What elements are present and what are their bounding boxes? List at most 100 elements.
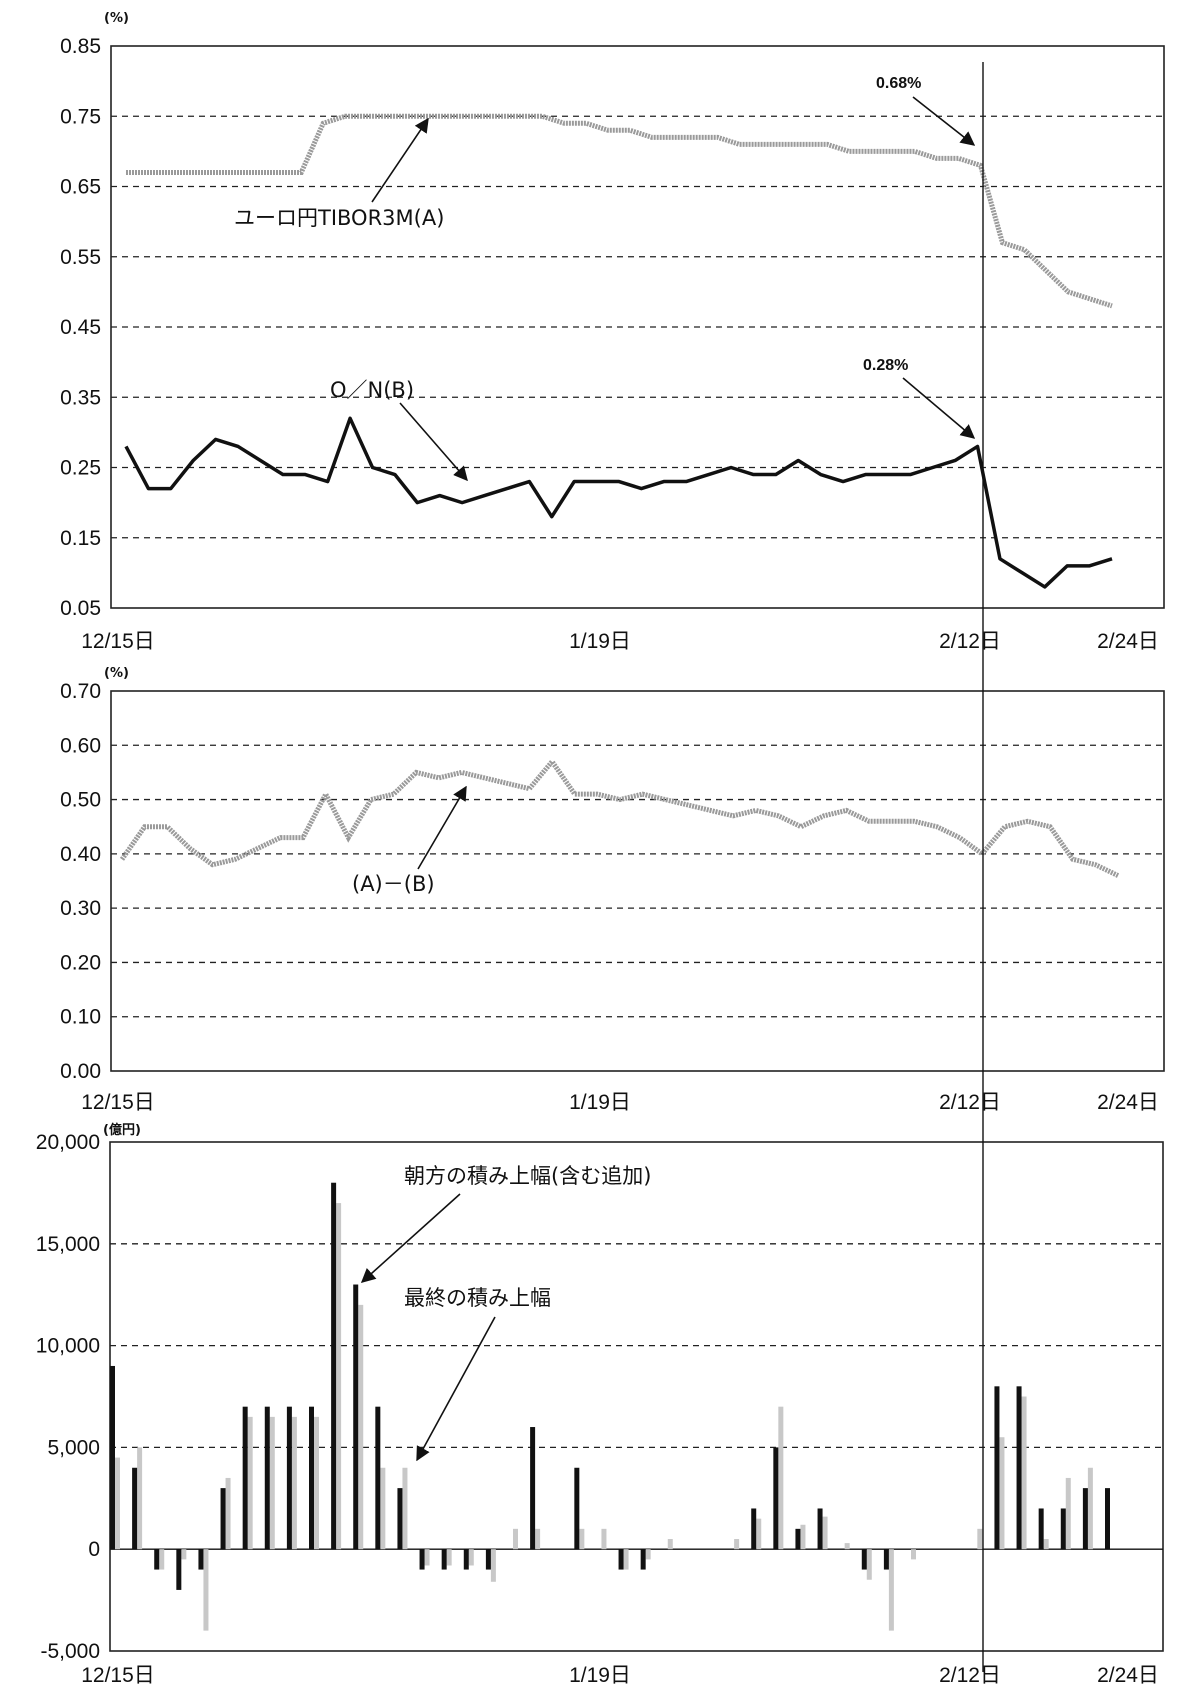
bar-morning	[154, 1549, 160, 1570]
bar-final	[667, 1539, 673, 1550]
bar-morning	[110, 1365, 115, 1550]
bar-final	[756, 1518, 762, 1550]
bar-final	[844, 1543, 850, 1550]
spread-arrow	[417, 785, 467, 870]
y-tick-label: 0.30	[60, 897, 101, 920]
bar-morning	[618, 1549, 624, 1570]
y-tick-label: 0.55	[60, 246, 101, 269]
bar-morning	[574, 1467, 580, 1550]
bar-morning	[353, 1284, 359, 1550]
bar-morning	[861, 1549, 867, 1570]
panel-reserves: (億円) 20,000 15,000 10,000 5,000 0 -5,000 12/1…	[36, 1122, 1164, 1686]
y-tick-label: 0.25	[60, 457, 101, 480]
bar-final	[424, 1549, 430, 1566]
bar-final	[225, 1477, 231, 1550]
bar-final	[822, 1516, 828, 1550]
y-tick-label: 0.50	[60, 789, 101, 812]
annotation-068: 0.68%	[876, 75, 921, 92]
x-tick-label: 2/24日	[1097, 630, 1159, 653]
bar-morning	[198, 1549, 204, 1570]
bar-final	[380, 1467, 386, 1550]
bar-morning	[640, 1549, 646, 1570]
panel3-unit: (億円)	[103, 1122, 141, 1138]
bar-final	[490, 1549, 496, 1582]
bar-morning	[331, 1182, 337, 1550]
bar-final	[203, 1549, 209, 1631]
bar-final	[535, 1528, 541, 1550]
y-tick-label: 0.75	[60, 105, 101, 128]
bar-morning	[242, 1406, 248, 1550]
y-tick-label: 5,000	[47, 1436, 100, 1459]
x-tick-label: 2/12日	[939, 1091, 1001, 1114]
bar-morning	[220, 1488, 226, 1550]
bar-final	[269, 1416, 275, 1550]
bar-morning	[419, 1549, 425, 1570]
y-tick-label: 0.45	[60, 316, 101, 339]
y-tick-label: 0.15	[60, 527, 101, 550]
bar-final	[977, 1528, 983, 1550]
bar-morning	[309, 1406, 314, 1550]
bar-final	[314, 1416, 319, 1550]
bar-morning	[883, 1549, 889, 1570]
y-tick-label: 0.85	[60, 35, 101, 58]
bar-final	[1021, 1396, 1027, 1550]
y-tick-label: 0.10	[60, 1006, 101, 1029]
x-tick-label: 12/15日	[81, 1664, 155, 1686]
bar-final	[137, 1447, 143, 1550]
series-label-spread: (A)－(B)	[352, 872, 435, 896]
bar-morning	[994, 1386, 1000, 1550]
annotation-028: 0.28%	[863, 357, 908, 374]
bar-final	[579, 1528, 585, 1550]
bar-final	[402, 1467, 408, 1550]
bar-morning	[375, 1406, 381, 1550]
y-tick-label: 0.05	[60, 597, 101, 620]
y-tick-label: 20,000	[36, 1131, 100, 1154]
bar-morning	[751, 1508, 757, 1550]
x-tick-label: 2/12日	[939, 1664, 1001, 1686]
bar-morning	[1016, 1386, 1022, 1550]
series-line-on	[124, 416, 1113, 589]
bar-final	[468, 1549, 474, 1566]
bar-morning	[397, 1488, 403, 1550]
y-tick-label: 0.70	[60, 680, 101, 703]
bar-final	[446, 1549, 452, 1566]
bar-final	[513, 1528, 518, 1550]
bar-morning	[1105, 1488, 1110, 1550]
bar-final	[623, 1549, 629, 1570]
bar-final	[911, 1549, 916, 1560]
bar-final	[291, 1416, 297, 1550]
series-label-tibor: ユーロ円TIBOR3M(A)	[234, 206, 444, 230]
bar-morning	[795, 1528, 801, 1550]
bar-morning	[286, 1406, 292, 1550]
panel1-unit: (%)	[104, 11, 129, 26]
x-tick-label: 12/15日	[81, 630, 155, 653]
arrow-068	[912, 96, 976, 146]
y-tick-label: 0.00	[60, 1060, 101, 1083]
bar-morning	[773, 1447, 779, 1550]
bar-final	[1065, 1477, 1071, 1550]
bar-final	[888, 1549, 894, 1631]
x-tick-label: 1/19日	[569, 1664, 631, 1686]
y-tick-label: 0	[88, 1538, 100, 1561]
x-tick-label: 2/12日	[939, 630, 1001, 653]
bar-final	[1043, 1539, 1049, 1550]
bar-final	[336, 1203, 342, 1550]
y-tick-label: 10,000	[36, 1335, 100, 1358]
x-tick-label: 1/19日	[569, 1091, 631, 1114]
y-tick-label: 0.35	[60, 386, 101, 409]
bar-morning	[176, 1549, 182, 1590]
y-tick-label: 0.20	[60, 951, 101, 974]
y-tick-label: -5,000	[40, 1640, 100, 1663]
bar-final	[999, 1437, 1005, 1550]
panel1-frame	[110, 45, 1165, 609]
series-label-on: O／N(B)	[330, 378, 414, 402]
tibor-arrow	[371, 117, 429, 203]
bar-final	[115, 1457, 120, 1550]
bar-morning	[463, 1549, 469, 1570]
bar-morning	[530, 1427, 536, 1550]
bar-label-final: 最終の積み上幅	[404, 1286, 551, 1310]
bar-morning	[1060, 1508, 1066, 1550]
panel-rates: (%) 0.85 0.75 0.65 0.55 0.45 0.35 0.25 0.15 0.05…	[60, 11, 1165, 653]
bar-final	[601, 1528, 607, 1550]
